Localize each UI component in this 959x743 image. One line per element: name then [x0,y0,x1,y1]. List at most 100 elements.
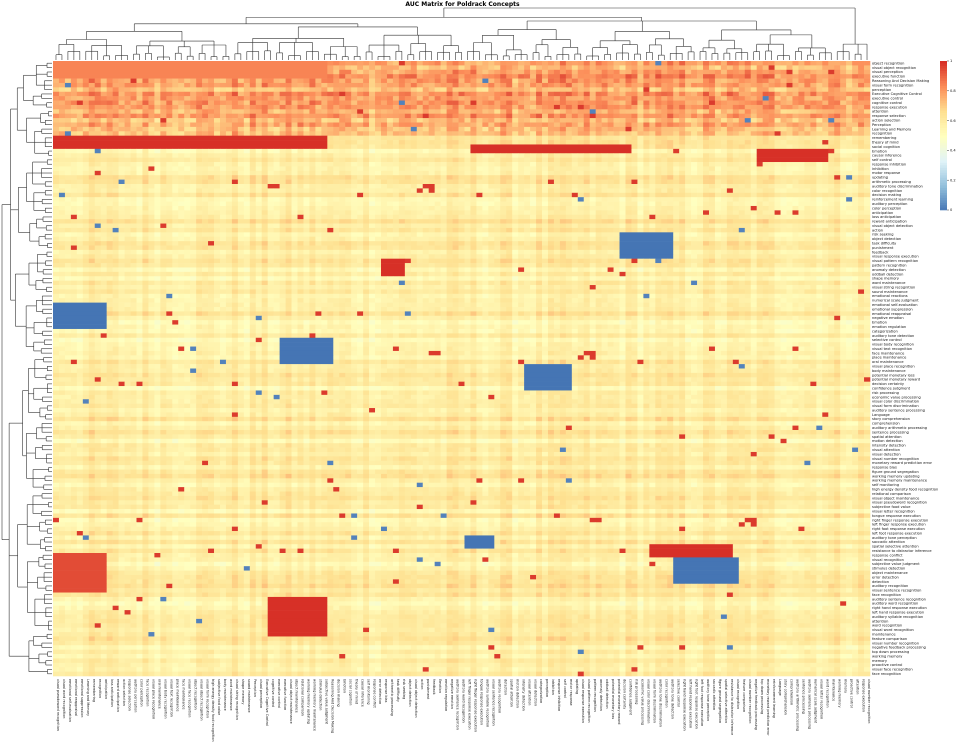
heatmap-cell [655,135,662,141]
heatmap-cell [464,113,471,119]
heatmap-cell [333,74,340,79]
heatmap-cell [327,126,334,132]
heatmap-cell [464,175,471,180]
heatmap-cell [714,166,722,172]
heatmap-cell [619,166,626,172]
heatmap-cell [130,87,137,93]
heatmap-cell [273,179,280,185]
heatmap-cell [208,148,215,154]
heatmap-cell [691,109,698,115]
heatmap-cell [506,87,513,93]
heatmap-cell [142,91,149,97]
heatmap-cell [219,153,227,158]
heatmap-cell [542,91,549,97]
heatmap-cell [607,131,614,136]
heatmap-cell [452,144,459,150]
heatmap-cell [64,126,72,132]
heatmap-cell [279,87,286,93]
heatmap-cell [291,166,298,172]
heatmap-cell [321,179,328,185]
heatmap-cell [369,166,382,172]
heatmap-cell [339,184,346,189]
heatmap-cell [524,100,531,106]
heatmap-cell [410,78,418,84]
heatmap-cell [637,78,644,84]
heatmap-cell [464,74,471,79]
heatmap-cell [172,188,179,194]
heatmap-cell [82,113,90,119]
heatmap-cell [858,140,865,145]
heatmap-cell [583,118,591,123]
heatmap-cell [321,188,328,194]
heatmap-cell [691,144,698,150]
heatmap-cell [774,65,781,71]
heatmap-cell [94,162,101,167]
heatmap-cell [798,118,805,123]
heatmap-cell [470,170,477,176]
heatmap-cell [70,109,78,115]
heatmap-cell [136,205,143,211]
heatmap-cell [380,61,388,66]
heatmap-cell [577,210,585,216]
heatmap-cell [714,210,722,216]
heatmap-cell [816,113,823,119]
heatmap-cell [184,192,191,198]
heatmap-cell [94,205,101,211]
heatmap-cell [219,210,227,216]
heatmap-cell [655,91,662,97]
heatmap-cell [64,148,78,154]
heatmap-cell [118,91,125,97]
heatmap-cell [380,135,388,141]
heatmap-cell [470,74,477,79]
heatmap-cell [339,162,346,167]
heatmap-cell [619,69,626,75]
heatmap-cell [190,118,197,123]
heatmap-cell [607,82,614,88]
heatmap-cell [565,175,573,180]
heatmap-cell [786,166,793,172]
heatmap-cell [762,192,769,198]
heatmap-cell [118,201,125,207]
heatmap-cell [315,210,322,216]
heatmap-cell [565,65,573,71]
heatmap-cell [792,87,799,93]
heatmap-cell [82,201,90,207]
heatmap-cell [583,175,591,180]
heatmap-cell [404,192,412,198]
heatmap-cell [112,82,119,88]
heatmap-cell [476,126,483,132]
heatmap-cell [297,188,304,194]
heatmap-cell [53,197,60,202]
heatmap-cell [619,131,626,136]
heatmap-cell [70,78,78,84]
heatmap-cell [828,162,835,167]
heatmap-cell [380,109,388,115]
heatmap-cell [279,131,286,136]
heatmap-cell [768,205,775,211]
heatmap-cell [649,87,656,93]
heatmap-cell [160,166,167,172]
heatmap-cell [291,201,298,207]
heatmap-cell [130,175,137,180]
heatmap-cell [166,175,173,180]
heatmap-cell [571,78,579,84]
heatmap-cell [166,188,173,194]
heatmap-cell [774,131,781,136]
heatmap-cell [249,170,257,176]
heatmap-cell [685,148,692,154]
heatmap-cell [130,184,137,189]
heatmap-cell [297,126,304,132]
heatmap-cell [547,135,555,141]
heatmap-cell [142,109,149,115]
heatmap-cell [738,210,746,216]
heatmap-cell [679,170,686,176]
heatmap-cell [375,126,382,132]
heatmap-cell [685,91,692,97]
heatmap-cell [136,91,143,97]
heatmap-cell [792,69,799,75]
heatmap-cell [398,69,406,75]
heatmap-cell [822,74,829,79]
heatmap-cell [607,78,614,84]
heatmap-cell [273,162,280,167]
heatmap-cell [184,87,191,93]
